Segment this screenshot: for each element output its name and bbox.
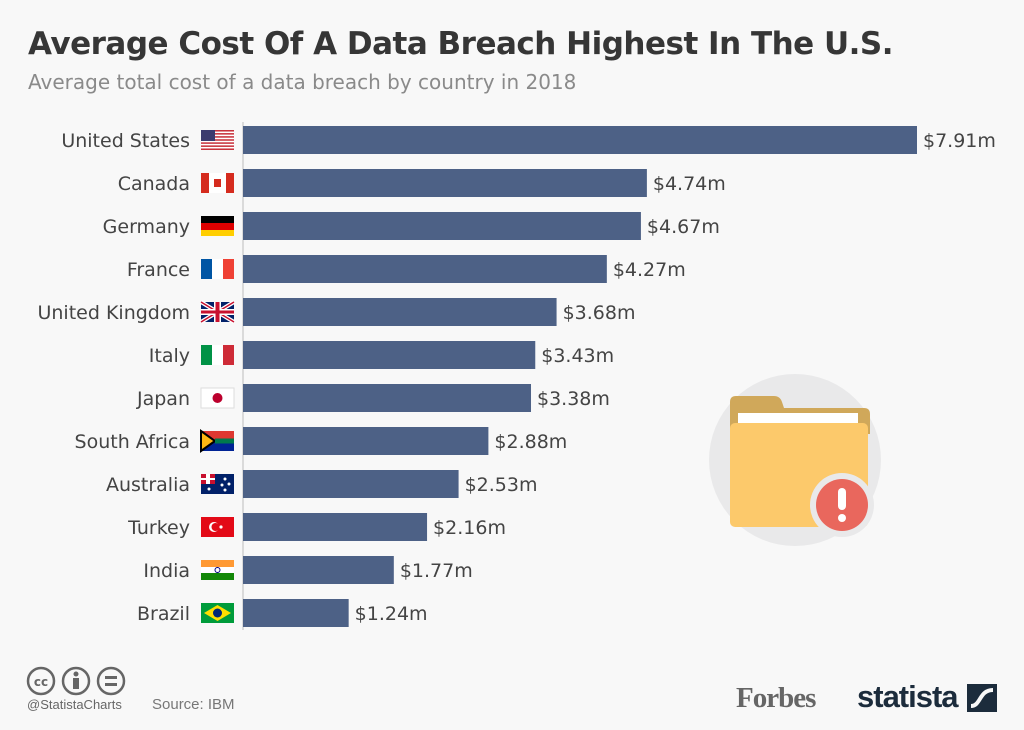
flag-icon-ca bbox=[201, 173, 234, 193]
bar bbox=[243, 427, 489, 455]
statista-logo: statista bbox=[857, 679, 959, 714]
flag-icon-de bbox=[201, 216, 234, 236]
data-label: $3.38m bbox=[537, 388, 610, 410]
category-label: Italy bbox=[149, 345, 190, 367]
category-label: France bbox=[127, 259, 190, 281]
cc-icon bbox=[26, 666, 56, 696]
data-label: $4.27m bbox=[613, 259, 686, 281]
no-derivatives-icon bbox=[96, 666, 126, 696]
flag-icon-za bbox=[200, 429, 234, 453]
bar bbox=[243, 169, 647, 197]
bar-row: Japan $3.38m bbox=[136, 384, 610, 412]
bar bbox=[243, 212, 641, 240]
data-label: $2.88m bbox=[494, 431, 567, 453]
data-label: $7.91m bbox=[923, 130, 996, 152]
bar bbox=[243, 556, 394, 584]
bar-chart: United States $7.91m Canada $4.74m Germany $4… bbox=[37, 122, 996, 630]
statista-logo-mark bbox=[967, 684, 997, 712]
folder-alert-icon bbox=[709, 374, 881, 546]
flag-icon-in bbox=[201, 560, 234, 580]
bar bbox=[243, 384, 532, 412]
data-label: $3.68m bbox=[563, 302, 636, 324]
category-label: Australia bbox=[106, 474, 190, 496]
bar bbox=[243, 599, 349, 627]
data-label: $3.43m bbox=[541, 345, 614, 367]
data-label: $2.53m bbox=[465, 474, 538, 496]
data-label: $1.77m bbox=[400, 560, 473, 582]
source-note: Source: IBM bbox=[152, 696, 235, 713]
data-label: $2.16m bbox=[433, 517, 506, 539]
forbes-logo: Forbes bbox=[736, 682, 816, 714]
data-label: $4.74m bbox=[653, 173, 726, 195]
category-label: Germany bbox=[103, 216, 190, 238]
data-label: $4.67m bbox=[647, 216, 720, 238]
bar-row: Australia $2.53m bbox=[106, 470, 538, 498]
chart-title: Average Cost Of A Data Breach Highest In… bbox=[28, 26, 894, 62]
bar-row: Canada $4.74m bbox=[118, 169, 726, 197]
chart-subtitle: Average total cost of a data breach by c… bbox=[28, 70, 577, 94]
flag-icon-it bbox=[201, 345, 234, 365]
flag-icon-fr bbox=[201, 259, 234, 279]
bar-row: Brazil $1.24m bbox=[137, 599, 428, 627]
bar bbox=[243, 513, 428, 541]
category-label: United Kingdom bbox=[37, 302, 190, 324]
license-icons: cc bbox=[26, 666, 126, 696]
bar-row: United Kingdom $3.68m bbox=[37, 298, 635, 326]
data-label: $1.24m bbox=[355, 603, 428, 625]
flag-icon-au bbox=[201, 474, 234, 494]
bar bbox=[243, 126, 917, 154]
flag-icon-tr bbox=[201, 517, 234, 537]
category-label: Canada bbox=[118, 173, 190, 195]
flag-icon-us bbox=[201, 130, 234, 150]
bar-row: France $4.27m bbox=[127, 255, 686, 283]
flag-icon-br bbox=[201, 603, 234, 623]
bar bbox=[243, 298, 557, 326]
flag-icon-gb bbox=[199, 300, 236, 324]
bar bbox=[243, 341, 536, 369]
category-label: Japan bbox=[136, 388, 190, 410]
category-label: United States bbox=[61, 130, 190, 152]
category-label: Brazil bbox=[137, 603, 190, 625]
category-label: India bbox=[143, 560, 190, 582]
statista-handle: @StatistaCharts bbox=[27, 697, 122, 712]
bar-row: United States $7.91m bbox=[61, 126, 996, 154]
bar bbox=[243, 470, 459, 498]
bar bbox=[243, 255, 607, 283]
bar-row: Germany $4.67m bbox=[103, 212, 720, 240]
bar-row: India $1.77m bbox=[143, 556, 473, 584]
bar-row: South Africa $2.88m bbox=[75, 427, 567, 455]
flag-icon-jp bbox=[200, 387, 235, 409]
category-label: Turkey bbox=[127, 517, 190, 539]
attribution-icon bbox=[61, 666, 91, 696]
bar-row: Italy $3.43m bbox=[149, 341, 614, 369]
svg-text:cc: cc bbox=[34, 675, 48, 689]
bar-row: Turkey $2.16m bbox=[127, 513, 506, 541]
category-label: South Africa bbox=[75, 431, 190, 453]
